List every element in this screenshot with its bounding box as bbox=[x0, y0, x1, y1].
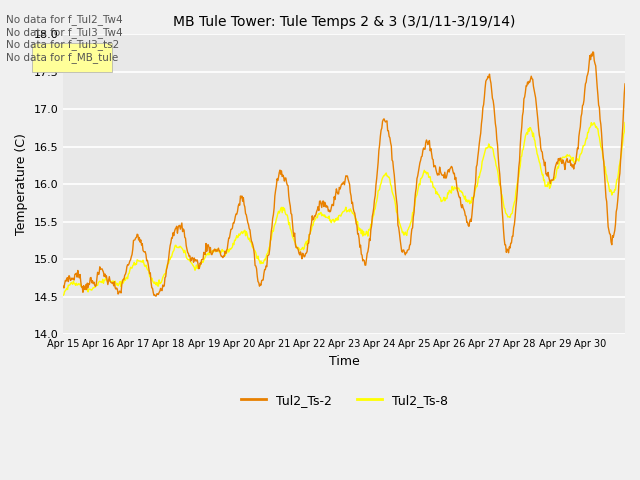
Tul2_Ts-2 bbox=[125, 261, 133, 266]
Line: Tul2_Ts-8: Tul2_Ts-8 bbox=[63, 122, 625, 295]
Y-axis label: Temperature (C): Temperature (C) bbox=[15, 133, 28, 235]
Text: No data for f_Tul2_Tw4
No data for f_Tul3_Tw4
No data for f_Tul3_ts2
No data for: No data for f_Tul2_Tw4 No data for f_Tul… bbox=[6, 14, 123, 63]
Legend: Tul2_Ts-2, Tul2_Ts-8: Tul2_Ts-2, Tul2_Ts-8 bbox=[236, 389, 452, 412]
Tul2_Ts-8 bbox=[434, 192, 442, 197]
Tul2_Ts-2 bbox=[621, 81, 629, 87]
Tul2_Ts-8 bbox=[621, 120, 629, 125]
FancyBboxPatch shape bbox=[32, 43, 112, 72]
Tul2_Ts-2 bbox=[152, 293, 159, 299]
Tul2_Ts-8 bbox=[257, 261, 264, 266]
Title: MB Tule Tower: Tule Temps 2 & 3 (3/1/11-3/19/14): MB Tule Tower: Tule Temps 2 & 3 (3/1/11-… bbox=[173, 15, 515, 29]
Tul2_Ts-2 bbox=[435, 171, 442, 177]
Tul2_Ts-2 bbox=[257, 282, 265, 288]
Tul2_Ts-2 bbox=[278, 174, 286, 180]
Line: Tul2_Ts-2: Tul2_Ts-2 bbox=[63, 52, 625, 296]
Tul2_Ts-2 bbox=[60, 283, 67, 289]
Tul2_Ts-2 bbox=[229, 220, 237, 226]
Tul2_Ts-8 bbox=[402, 231, 410, 237]
X-axis label: Time: Time bbox=[329, 355, 360, 368]
Tul2_Ts-2 bbox=[403, 250, 410, 256]
Tul2_Ts-8 bbox=[278, 204, 285, 210]
Tul2_Ts-8 bbox=[228, 244, 236, 250]
Tul2_Ts-8 bbox=[125, 271, 133, 276]
Tul2_Ts-2 bbox=[589, 49, 596, 55]
Tul2_Ts-8 bbox=[60, 292, 67, 298]
